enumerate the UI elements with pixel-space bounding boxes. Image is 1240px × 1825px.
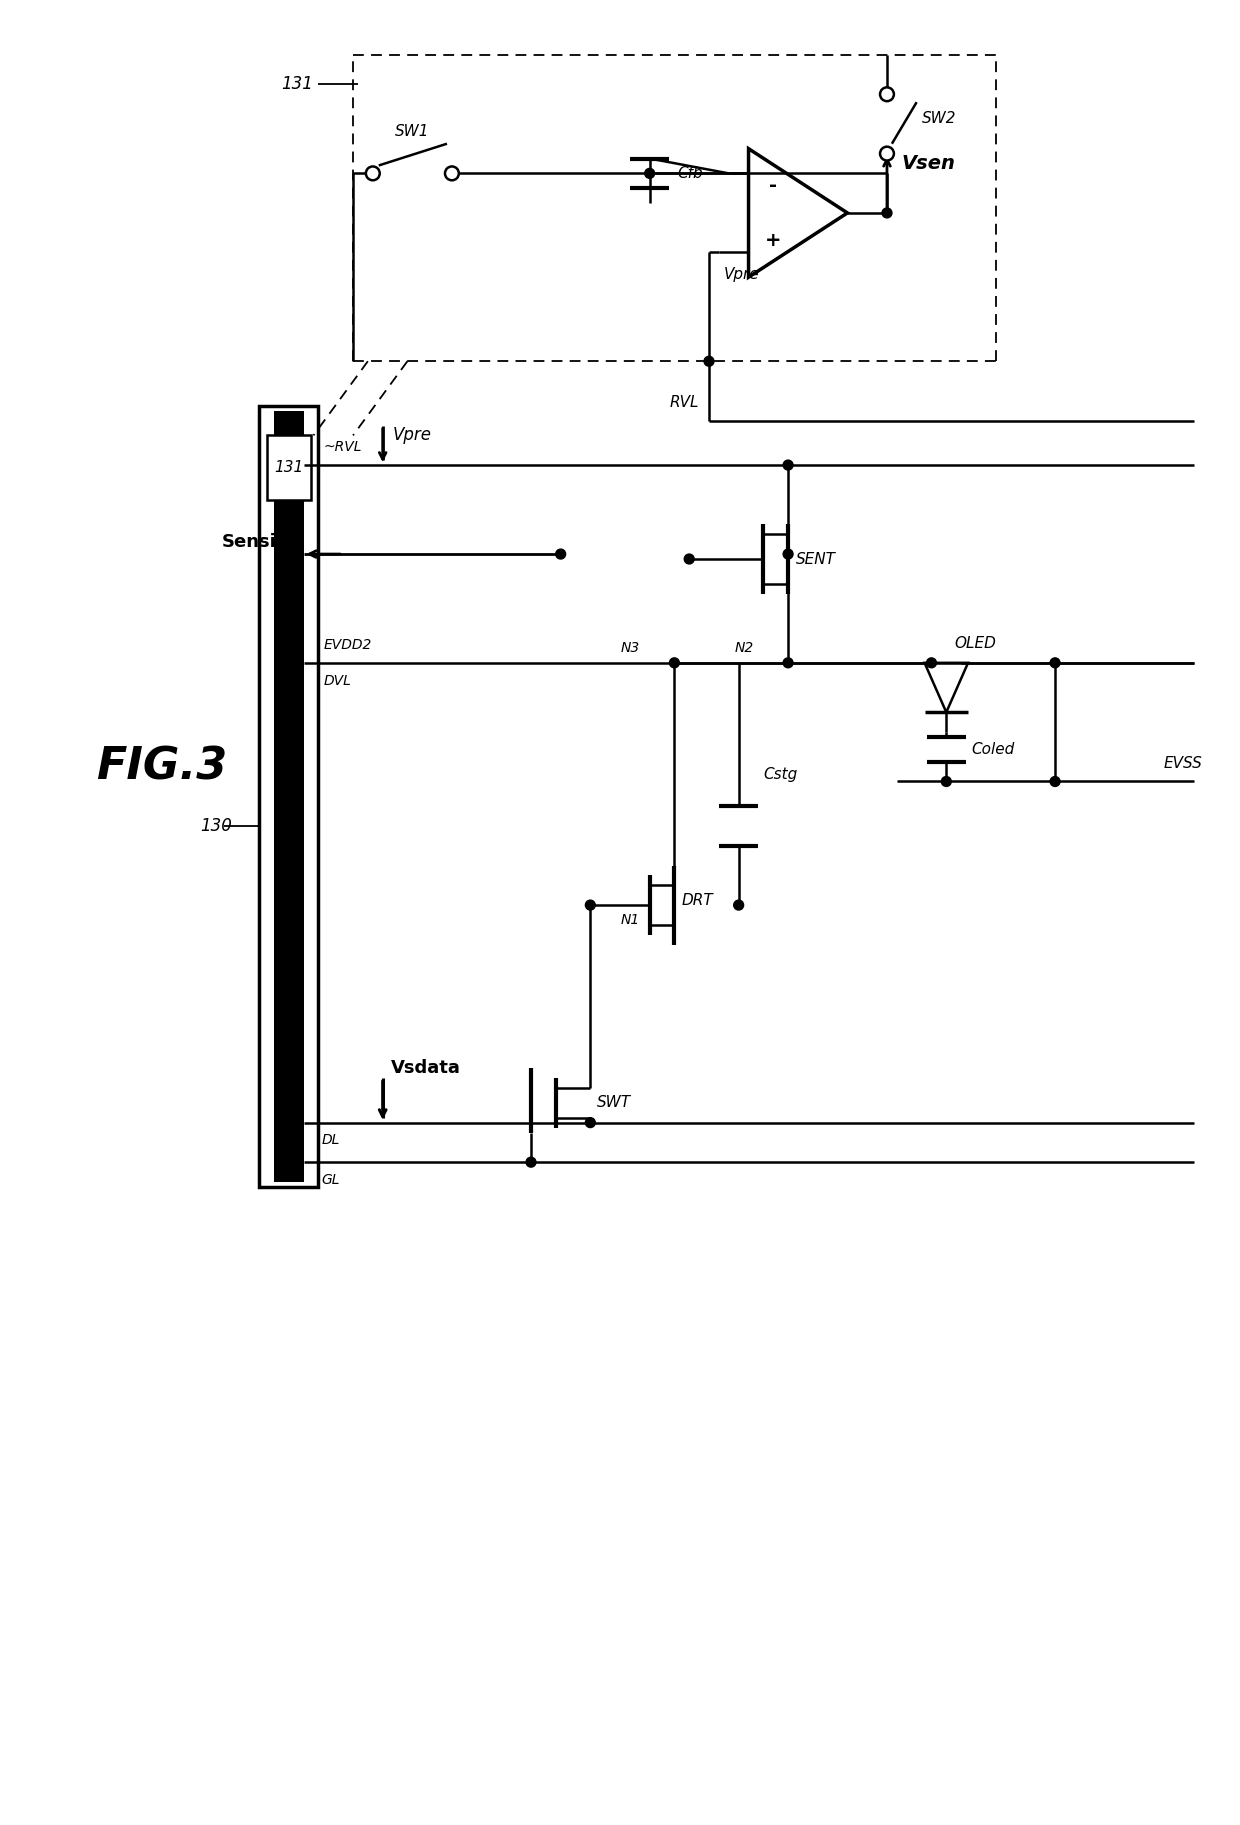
Circle shape xyxy=(1050,777,1060,787)
Text: SENT: SENT xyxy=(796,551,836,566)
Text: RVL: RVL xyxy=(670,396,699,411)
Circle shape xyxy=(585,900,595,911)
Circle shape xyxy=(784,549,794,558)
Bar xyxy=(259,405,319,1186)
Text: Coled: Coled xyxy=(971,743,1014,757)
Circle shape xyxy=(880,146,894,161)
Text: Vpre: Vpre xyxy=(724,266,759,281)
Circle shape xyxy=(704,356,714,367)
Circle shape xyxy=(556,549,565,558)
Text: Cstg: Cstg xyxy=(764,766,797,783)
Text: Sensing: Sensing xyxy=(222,533,301,551)
Text: N2: N2 xyxy=(734,641,754,655)
Text: 131: 131 xyxy=(274,460,304,474)
Circle shape xyxy=(734,900,744,911)
Text: EVDD2: EVDD2 xyxy=(324,639,372,652)
Circle shape xyxy=(526,1157,536,1168)
Text: +: + xyxy=(765,232,781,250)
Text: Cfb: Cfb xyxy=(677,166,703,181)
Text: Vpre: Vpre xyxy=(393,427,432,445)
Circle shape xyxy=(670,657,680,668)
Circle shape xyxy=(645,168,655,179)
Circle shape xyxy=(684,555,694,564)
Text: SWT: SWT xyxy=(598,1095,631,1110)
Text: -: - xyxy=(769,175,777,195)
Circle shape xyxy=(1050,657,1060,668)
Polygon shape xyxy=(749,148,847,277)
Polygon shape xyxy=(925,662,968,712)
Text: EVSS: EVSS xyxy=(1164,756,1203,772)
Circle shape xyxy=(445,166,459,181)
Text: N3: N3 xyxy=(620,641,640,655)
Circle shape xyxy=(880,88,894,100)
Circle shape xyxy=(784,460,794,471)
Text: OLED: OLED xyxy=(955,635,996,650)
Text: Vsdata: Vsdata xyxy=(391,1058,460,1077)
Bar xyxy=(267,436,311,500)
Text: DRT: DRT xyxy=(681,892,713,907)
Text: Vsen: Vsen xyxy=(901,153,956,173)
Text: ~RVL: ~RVL xyxy=(324,440,362,454)
Bar xyxy=(274,411,304,1183)
Text: 131: 131 xyxy=(281,75,314,93)
Text: GL: GL xyxy=(321,1173,340,1186)
Text: DVL: DVL xyxy=(324,673,351,688)
Text: N1: N1 xyxy=(620,912,640,927)
Text: SW1: SW1 xyxy=(396,124,429,139)
Circle shape xyxy=(784,657,794,668)
Text: SW2: SW2 xyxy=(921,111,956,126)
Circle shape xyxy=(926,657,936,668)
Text: DL: DL xyxy=(321,1133,340,1148)
Circle shape xyxy=(366,166,379,181)
Circle shape xyxy=(941,777,951,787)
Circle shape xyxy=(585,1117,595,1128)
Circle shape xyxy=(882,208,892,217)
Text: FIG.3: FIG.3 xyxy=(95,745,227,788)
Text: 130: 130 xyxy=(200,818,232,836)
